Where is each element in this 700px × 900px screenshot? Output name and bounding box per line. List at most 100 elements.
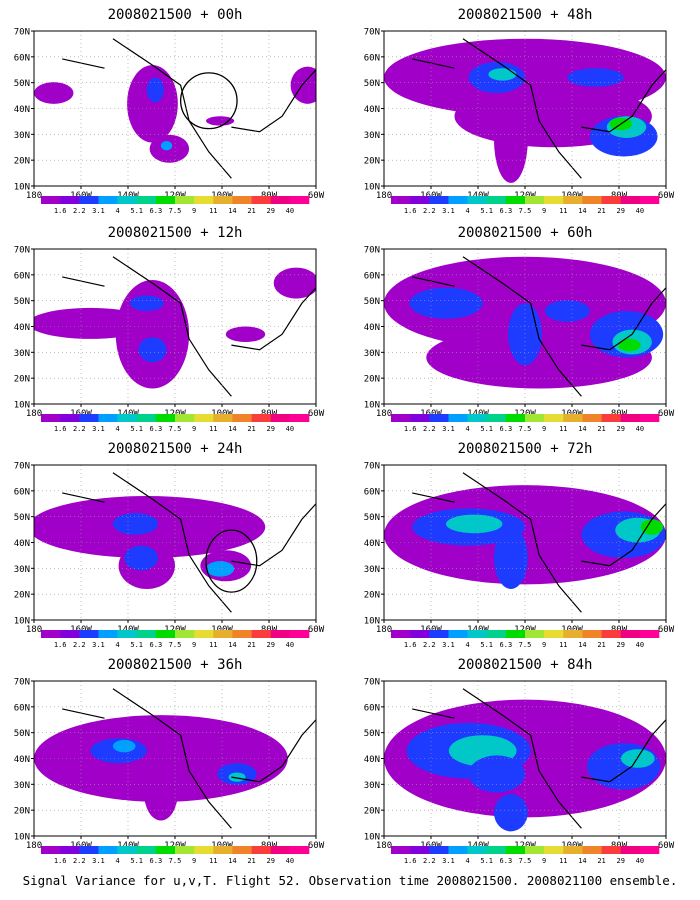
colorbar-swatch bbox=[601, 196, 622, 204]
colorbar-label: 7.5 bbox=[519, 641, 532, 649]
lat-label: 60N bbox=[14, 487, 30, 497]
colorbar-label: 11 bbox=[209, 425, 217, 433]
lon-label: 60W bbox=[658, 191, 675, 201]
colorbar-label: 4 bbox=[465, 425, 469, 433]
colorbar-swatch bbox=[544, 196, 564, 204]
colorbar-label: 4 bbox=[115, 207, 119, 215]
colorbar-label: 6.3 bbox=[500, 641, 513, 649]
colorbar-label: 29 bbox=[616, 425, 624, 433]
colorbar-label: 3.1 bbox=[92, 425, 105, 433]
colorbar-label: 6.3 bbox=[150, 641, 163, 649]
lat-label: 10N bbox=[364, 183, 380, 193]
figure-caption: Signal Variance for u,v,T. Flight 52. Ob… bbox=[22, 873, 678, 888]
colorbar-label: 5.1 bbox=[480, 857, 493, 865]
colorbar-swatch bbox=[232, 196, 252, 204]
forecast-panel: 2008021500 + 36h 70N 60N 50N 40N 30N 20N 10N 180… bbox=[0, 650, 340, 868]
colorbar-swatch bbox=[194, 196, 214, 204]
colorbar-label: 1.6 bbox=[404, 425, 417, 433]
colorbar-swatch bbox=[117, 846, 138, 854]
panel-title: 2008021500 + 84h bbox=[457, 657, 593, 673]
variance-region bbox=[290, 66, 316, 104]
coastline bbox=[412, 472, 666, 613]
colorbar-label: 6.3 bbox=[150, 425, 163, 433]
colorbar-label: 2.2 bbox=[73, 207, 86, 215]
colorbar-label: 40 bbox=[286, 425, 294, 433]
colorbar-swatch bbox=[136, 630, 157, 638]
colorbar-label: 2.2 bbox=[423, 207, 436, 215]
colorbar-label: 9 bbox=[542, 425, 546, 433]
lat-label: 60N bbox=[364, 53, 380, 63]
colorbar-swatch bbox=[98, 196, 118, 204]
variance-map: 70N60N50N40N30N20N10N180160W140W120W100W… bbox=[364, 678, 675, 866]
variance-region bbox=[273, 267, 316, 299]
colorbar-swatch bbox=[525, 846, 545, 854]
colorbar-swatch bbox=[79, 196, 99, 204]
colorbar-label: 14 bbox=[578, 425, 586, 433]
colorbar-swatch bbox=[505, 414, 526, 422]
colorbar-swatch bbox=[639, 630, 660, 638]
colorbar-label: 5.1 bbox=[130, 641, 143, 649]
colorbar-label: 11 bbox=[209, 641, 217, 649]
colorbar-label: 11 bbox=[559, 857, 567, 865]
colorbar-swatch bbox=[525, 414, 545, 422]
lat-label: 10N bbox=[14, 183, 30, 193]
variance-region bbox=[127, 65, 178, 143]
colorbar-label: 1.6 bbox=[54, 425, 67, 433]
colorbar-swatch bbox=[582, 846, 602, 854]
colorbar-swatch bbox=[41, 414, 61, 422]
colorbar-swatch bbox=[79, 846, 99, 854]
target-circle bbox=[179, 72, 238, 130]
lat-label: 40N bbox=[14, 323, 30, 333]
variance-region bbox=[544, 300, 590, 322]
colorbar-swatch bbox=[391, 414, 411, 422]
lat-label: 10N bbox=[14, 617, 30, 627]
colorbar-swatch bbox=[582, 414, 602, 422]
variance-region bbox=[124, 545, 159, 571]
colorbar-swatch bbox=[270, 196, 291, 204]
colorbar-label: 5.1 bbox=[480, 207, 493, 215]
colorbar-swatch bbox=[525, 630, 545, 638]
lat-label: 60N bbox=[364, 703, 380, 713]
colorbar-label: 29 bbox=[266, 207, 274, 215]
variance-region bbox=[446, 514, 503, 534]
colorbar-label: 6.3 bbox=[150, 207, 163, 215]
lat-label: 70N bbox=[364, 246, 380, 256]
colorbar-label: 14 bbox=[578, 207, 586, 215]
lat-label: 30N bbox=[364, 131, 380, 141]
colorbar-swatch bbox=[232, 414, 252, 422]
colorbar-label: 29 bbox=[616, 207, 624, 215]
colorbar-swatch bbox=[601, 630, 622, 638]
colorbar-label: 4 bbox=[115, 425, 119, 433]
colorbar-label: 4 bbox=[465, 207, 469, 215]
lon-label: 180 bbox=[26, 625, 42, 635]
lat-label: 40N bbox=[364, 323, 380, 333]
colorbar-swatch bbox=[155, 196, 176, 204]
lat-label: 10N bbox=[364, 401, 380, 411]
colorbar-swatch bbox=[194, 630, 214, 638]
lat-label: 70N bbox=[14, 678, 30, 688]
colorbar-swatch bbox=[175, 196, 195, 204]
colorbar-swatch bbox=[155, 414, 176, 422]
colorbar-label: 11 bbox=[559, 425, 567, 433]
panel-title: 2008021500 + 24h bbox=[107, 441, 243, 457]
colorbar-label: 6.3 bbox=[150, 857, 163, 865]
colorbar-swatch bbox=[410, 630, 430, 638]
colorbar-label: 3.1 bbox=[92, 207, 105, 215]
lon-label: 60W bbox=[308, 409, 325, 419]
colorbar-swatch bbox=[582, 630, 602, 638]
colorbar-swatch bbox=[194, 846, 214, 854]
colorbar-swatch bbox=[270, 846, 291, 854]
lon-label: 60W bbox=[658, 841, 675, 851]
lat-label: 50N bbox=[14, 297, 30, 307]
colorbar-swatch bbox=[98, 846, 118, 854]
colorbar-swatch bbox=[60, 630, 80, 638]
colorbar-label: 6.3 bbox=[500, 857, 513, 865]
colorbar-swatch bbox=[544, 630, 564, 638]
colorbar-label: 9 bbox=[542, 207, 546, 215]
colorbar-label: 11 bbox=[559, 207, 567, 215]
colorbar-swatch bbox=[525, 196, 545, 204]
colorbar-swatch bbox=[410, 846, 430, 854]
colorbar-label: 4 bbox=[115, 641, 119, 649]
colorbar-swatch bbox=[429, 630, 449, 638]
